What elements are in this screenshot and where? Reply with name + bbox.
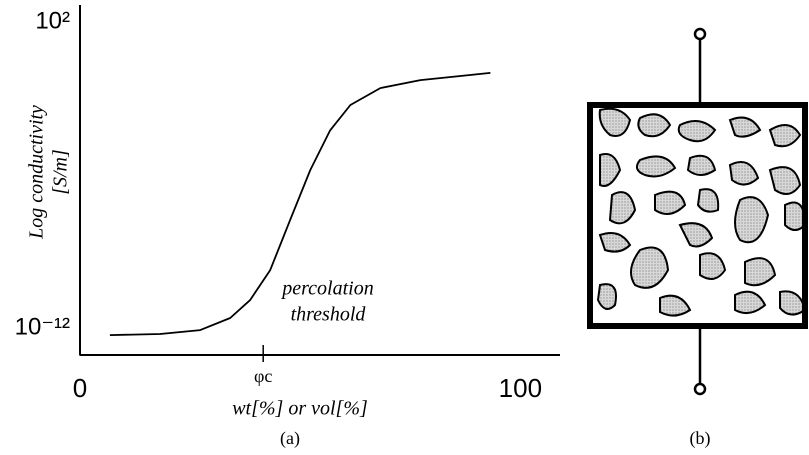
x-label: wt[%] or vol[%] [232, 398, 368, 420]
sample-box [587, 102, 808, 329]
panel-label: (b) [690, 428, 711, 449]
chart: Log conductivity [S/m] wt[%] or vol[%] p… [15, 5, 560, 449]
y-tick-label: 10⁻¹² [15, 313, 70, 340]
conductivity-curve [109, 72, 491, 336]
y-label: Log conductivity [26, 105, 48, 240]
terminal [693, 382, 707, 396]
x-tick-label: φc [254, 366, 272, 386]
filler-particles [596, 107, 807, 317]
x-tick-label: 100 [499, 373, 542, 403]
resistor-diagram: (b) [587, 27, 808, 449]
terminal [693, 27, 707, 41]
y-label: [S/m] [50, 149, 72, 195]
panel-label: (a) [280, 428, 300, 449]
y-tick-label: 10² [35, 7, 70, 34]
annotation: percolation [280, 278, 373, 300]
x-tick-label: 0 [73, 373, 87, 403]
annotation: threshold [291, 304, 367, 326]
